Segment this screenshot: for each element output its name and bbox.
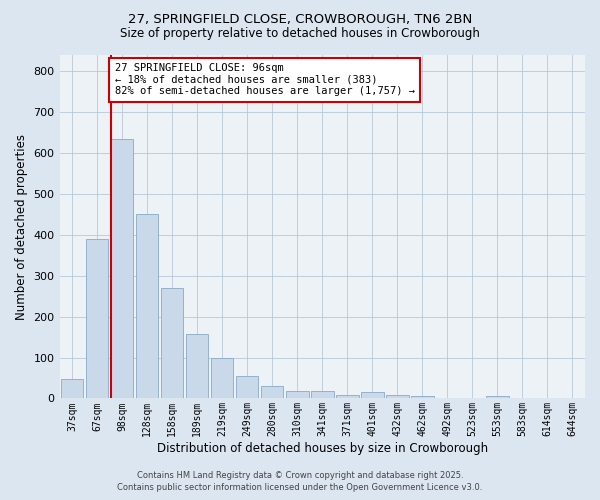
Text: 27 SPRINGFIELD CLOSE: 96sqm
← 18% of detached houses are smaller (383)
82% of se: 27 SPRINGFIELD CLOSE: 96sqm ← 18% of det… [115, 63, 415, 96]
Text: Contains HM Land Registry data © Crown copyright and database right 2025.
Contai: Contains HM Land Registry data © Crown c… [118, 471, 482, 492]
Bar [161, 288, 184, 399]
Bar [411, 396, 434, 398]
Text: Size of property relative to detached houses in Crowborough: Size of property relative to detached ho… [120, 28, 480, 40]
Text: 27, SPRINGFIELD CLOSE, CROWBOROUGH, TN6 2BN: 27, SPRINGFIELD CLOSE, CROWBOROUGH, TN6 … [128, 12, 472, 26]
X-axis label: Distribution of detached houses by size in Crowborough: Distribution of detached houses by size … [157, 442, 488, 455]
Bar [486, 396, 509, 398]
Bar [186, 334, 208, 398]
Bar [336, 395, 359, 398]
Bar [111, 139, 133, 398]
Bar [361, 392, 383, 398]
Bar [236, 376, 259, 398]
Bar [386, 395, 409, 398]
Bar [61, 379, 83, 398]
Bar [286, 392, 308, 398]
Bar [86, 239, 109, 398]
Bar [211, 358, 233, 399]
Bar [136, 214, 158, 398]
Y-axis label: Number of detached properties: Number of detached properties [15, 134, 28, 320]
Bar [311, 392, 334, 398]
Bar [261, 386, 283, 398]
